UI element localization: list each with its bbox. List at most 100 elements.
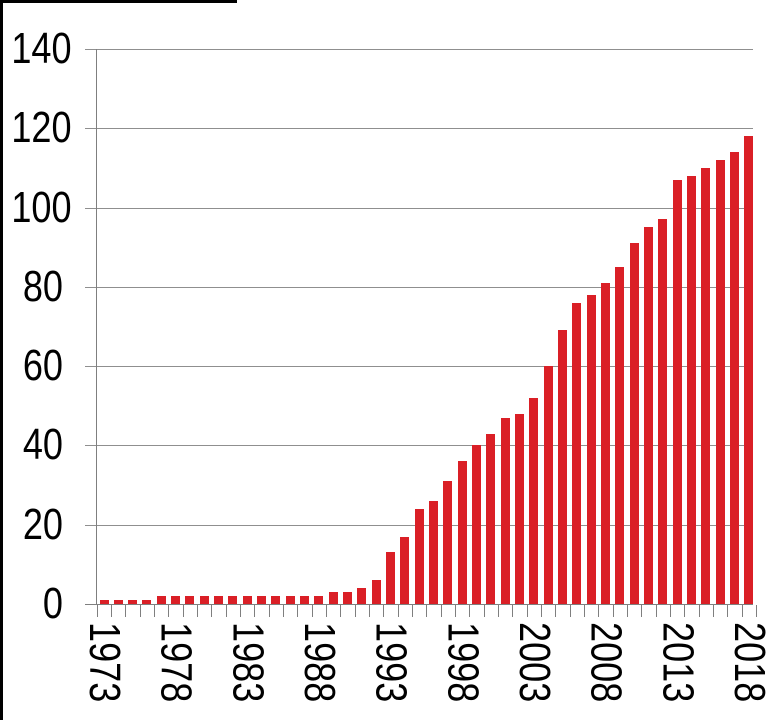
x-tick-label: 1983 [223,622,273,720]
bar [701,167,711,604]
x-tick [670,605,672,617]
x-tick [326,605,328,617]
x-tick [541,605,543,617]
bar [687,175,697,604]
x-tick-label-text: 2018 [724,622,774,703]
y-tick-label: 0 [42,579,63,628]
bar [199,596,209,604]
bar [314,596,324,604]
bar [543,366,553,604]
x-tick [469,605,471,617]
bar [300,596,310,604]
bar [629,243,639,604]
x-tick-label: 1993 [366,622,416,720]
x-tick-label-text: 2008 [581,622,631,703]
x-tick-label-text: 1998 [438,622,488,703]
x-tick [111,605,113,617]
y-gridline [85,366,753,368]
x-tick [526,605,528,617]
bar [601,282,611,604]
x-tick-label-text: 1988 [294,622,344,703]
bar [156,596,166,604]
bar [744,136,754,604]
x-tick [741,605,743,617]
x-tick [268,605,270,617]
bar [558,330,568,604]
bar [457,461,467,604]
x-tick [383,605,385,617]
frame-border-top [0,0,237,3]
y-tick-label: 120 [11,103,72,153]
x-tick [440,605,442,617]
x-tick [555,605,557,617]
x-tick-label-text: 1983 [223,622,273,703]
x-tick-label: 1978 [152,622,201,720]
x-tick [641,605,643,617]
y-tick-label: 100 [11,182,72,232]
bar [414,508,424,604]
x-tick [483,605,485,617]
x-tick-label: 1998 [438,622,488,720]
bar [343,592,353,604]
x-tick [455,605,457,617]
x-tick-label: 2008 [581,622,631,720]
bar [386,552,396,604]
x-tick-label-text: 1973 [80,622,129,703]
bar [429,500,439,604]
y-gridline [85,445,753,447]
x-tick [727,605,729,617]
bar [529,397,539,604]
x-tick [756,605,758,617]
bar [486,433,496,604]
x-axis-line [85,603,753,605]
bar [242,596,252,604]
x-tick [598,605,600,617]
bar [400,536,410,604]
x-tick [283,605,285,617]
plot-area [85,49,754,604]
x-tick [125,605,127,617]
x-tick [96,605,98,617]
x-tick-label: 2013 [653,622,703,720]
x-tick [655,605,657,617]
bar [500,417,510,604]
bar [128,600,138,604]
x-tick-label-text: 1993 [366,622,416,703]
x-tick [569,605,571,617]
bar [443,481,453,604]
x-tick [154,605,156,617]
bar [515,413,525,604]
x-tick [713,605,715,617]
bar [285,596,295,604]
x-tick [412,605,414,617]
bar [371,580,381,604]
y-gridline [85,286,753,288]
bar [357,588,367,604]
x-tick [612,605,614,617]
x-tick [498,605,500,617]
bar [658,219,668,604]
x-tick [139,605,141,617]
x-tick-label-text: 2013 [653,622,703,703]
x-tick [354,605,356,617]
bar [715,160,725,604]
bar [214,596,224,604]
x-tick [225,605,227,617]
x-tick [684,605,686,617]
bar [271,596,281,604]
x-tick [297,605,299,617]
frame-border-left [0,0,3,720]
bar [257,596,267,604]
bar [171,596,181,604]
y-tick-label: 20 [22,499,63,549]
x-tick [182,605,184,617]
x-tick [397,605,399,617]
bar [472,445,482,604]
x-tick [340,605,342,617]
x-tick [211,605,213,617]
bar [730,152,740,604]
x-tick [698,605,700,617]
x-tick-label: 2003 [510,622,559,720]
x-tick [311,605,313,617]
y-tick-label: 40 [22,420,63,470]
